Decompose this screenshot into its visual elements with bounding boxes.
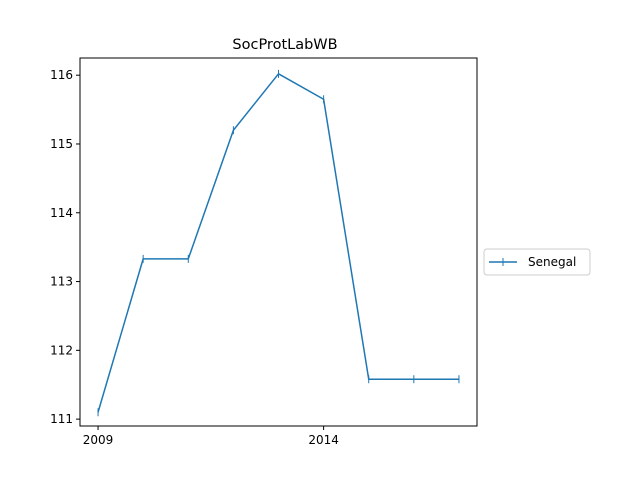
y-tick-label: 115 — [50, 137, 73, 151]
y-tick-label: 113 — [50, 275, 73, 289]
legend: Senegal — [483, 248, 591, 276]
chart-title: SocProtLabWB — [232, 37, 337, 53]
plot-area: 2009 2014 111 112 113 114 115 116 — [50, 68, 460, 447]
axes-frame — [79, 57, 478, 427]
y-tick-label: 116 — [50, 68, 73, 82]
y-tick-label: 114 — [50, 206, 73, 220]
series-line-senegal — [97, 73, 459, 413]
x-tick-label: 2009 — [83, 433, 114, 447]
y-tick-label: 111 — [50, 412, 73, 426]
legend-box — [483, 248, 591, 276]
legend-label-senegal: Senegal — [528, 255, 576, 269]
y-tick-label: 112 — [50, 343, 73, 357]
x-tick-label: 2014 — [308, 433, 339, 447]
